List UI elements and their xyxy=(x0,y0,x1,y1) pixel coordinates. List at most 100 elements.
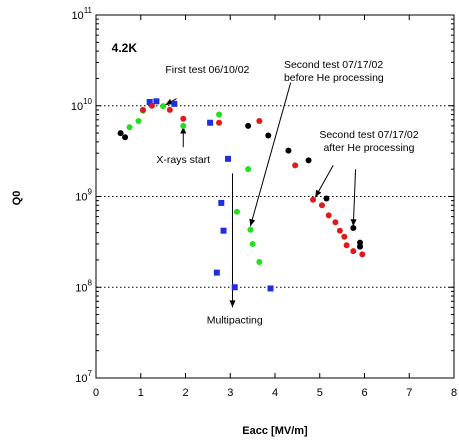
data-point-circle xyxy=(341,233,348,240)
data-point-circle xyxy=(285,147,292,154)
annotation-arrow xyxy=(352,169,357,227)
y-tick-exponent: 8 xyxy=(88,278,93,287)
data-point-circle xyxy=(247,226,254,233)
data-point-square xyxy=(146,98,153,105)
y-tick-base: 10 xyxy=(75,373,87,385)
arrow-head xyxy=(315,189,322,198)
data-point-circle xyxy=(318,202,325,209)
annotation-line: Second test 07/17/02 xyxy=(319,129,418,141)
data-point-circle xyxy=(180,115,187,122)
annotation-label: 4.2K xyxy=(112,41,138,55)
annotation-arrow xyxy=(249,82,292,227)
data-point-circle xyxy=(256,117,263,124)
annotation-arrows xyxy=(165,82,357,308)
data-point-circle xyxy=(180,122,187,129)
annotation-label: X-rays start xyxy=(156,154,210,166)
data-point-square xyxy=(220,227,227,234)
data-point-circle xyxy=(139,106,146,113)
data-point-circle xyxy=(160,103,167,110)
data-point-circle xyxy=(323,195,330,202)
data-point-square xyxy=(231,284,238,291)
data-point-circle xyxy=(216,111,223,118)
y-tick-label: 107 xyxy=(75,369,92,385)
annotation-labels: 4.2K First test 06/10/02 Second test 07/17… xyxy=(112,41,419,326)
data-point-circle xyxy=(336,227,343,234)
annotation-label: Second test 07/17/02 before He processing xyxy=(284,59,384,84)
x-tick-label: 1 xyxy=(138,387,144,399)
annotation-line: X-rays start xyxy=(156,154,210,166)
data-point-circle xyxy=(343,242,350,249)
data-point-circle xyxy=(245,122,252,129)
data-point-circle xyxy=(126,124,133,131)
y-tick-label: 1011 xyxy=(71,6,92,22)
data-point-circle xyxy=(245,166,252,173)
y-axis-label: Q0 xyxy=(11,191,23,206)
y-tick-base: 10 xyxy=(75,192,87,204)
data-point-circle xyxy=(256,258,263,265)
data-point-circle xyxy=(249,240,256,247)
arrow-head xyxy=(249,218,256,227)
x-tick-label: 3 xyxy=(227,387,233,399)
data-points xyxy=(117,98,366,292)
x-tick-label: 7 xyxy=(406,387,412,399)
data-point-square xyxy=(267,285,274,292)
data-point-square xyxy=(153,98,160,105)
annotation-line: Multipacting xyxy=(207,314,263,326)
data-point-circle xyxy=(117,130,124,137)
data-point-circle xyxy=(166,106,173,113)
x-tick-label: 2 xyxy=(182,387,188,399)
annotation-line: before He processing xyxy=(284,72,384,84)
y-tick-label: 108 xyxy=(75,278,92,294)
data-point-circle xyxy=(310,196,317,203)
data-point-circle xyxy=(305,157,312,164)
data-point-circle xyxy=(357,243,364,250)
x-tick-label: 4 xyxy=(272,387,278,399)
data-point-circle xyxy=(148,102,155,109)
x-axis-label: Eacc [MV/m] xyxy=(242,425,308,437)
arrow-head xyxy=(229,300,236,308)
y-tick-label: 109 xyxy=(75,188,92,204)
data-point-circle xyxy=(292,162,299,169)
data-point-square xyxy=(171,100,178,107)
arrow-head xyxy=(350,219,357,227)
annotation-line: after He processing xyxy=(323,142,414,154)
y-tick-exponent: 7 xyxy=(88,369,93,378)
x-tick-label: 8 xyxy=(451,387,457,399)
data-point-square xyxy=(225,155,232,162)
data-point-square xyxy=(213,269,220,276)
annotation-line: 4.2K xyxy=(112,41,138,55)
data-point-circle xyxy=(216,119,223,126)
data-point-circle xyxy=(350,248,357,255)
data-point-circle xyxy=(350,224,357,231)
data-point-square xyxy=(207,119,214,126)
y-tick-exponent: 9 xyxy=(88,188,93,197)
y-tick-exponent: 10 xyxy=(83,97,92,106)
y-tick-base: 10 xyxy=(71,10,83,22)
data-point-circle xyxy=(122,134,129,141)
x-axis: 0 1 2 3 4 5 6 7 8 xyxy=(93,15,457,399)
annotation-line: First test 06/10/02 xyxy=(165,64,249,76)
x-tick-label: 0 xyxy=(93,387,99,399)
x-tick-label: 6 xyxy=(361,387,367,399)
x-tick-label: 5 xyxy=(317,387,323,399)
plot-area xyxy=(96,15,454,378)
data-point-circle xyxy=(325,212,332,219)
arrow-head xyxy=(180,126,187,134)
y-tick-exponent: 11 xyxy=(84,6,93,15)
annotation-label: Second test 07/17/02 after He processing xyxy=(319,129,418,154)
data-point-circle xyxy=(233,208,240,215)
y-tick-base: 10 xyxy=(75,282,87,294)
y-tick-base: 10 xyxy=(71,101,83,113)
annotation-label: First test 06/10/02 xyxy=(165,64,249,76)
annotation-label: Multipacting xyxy=(207,314,263,326)
data-point-circle xyxy=(332,219,339,226)
data-point-circle xyxy=(265,132,272,139)
annotation-line: Second test 07/17/02 xyxy=(284,59,383,71)
arrow-head xyxy=(165,98,173,105)
data-point-circle xyxy=(359,251,366,258)
y-tick-label: 1010 xyxy=(71,97,93,113)
data-point-circle xyxy=(135,117,142,124)
data-point-square xyxy=(218,199,225,206)
